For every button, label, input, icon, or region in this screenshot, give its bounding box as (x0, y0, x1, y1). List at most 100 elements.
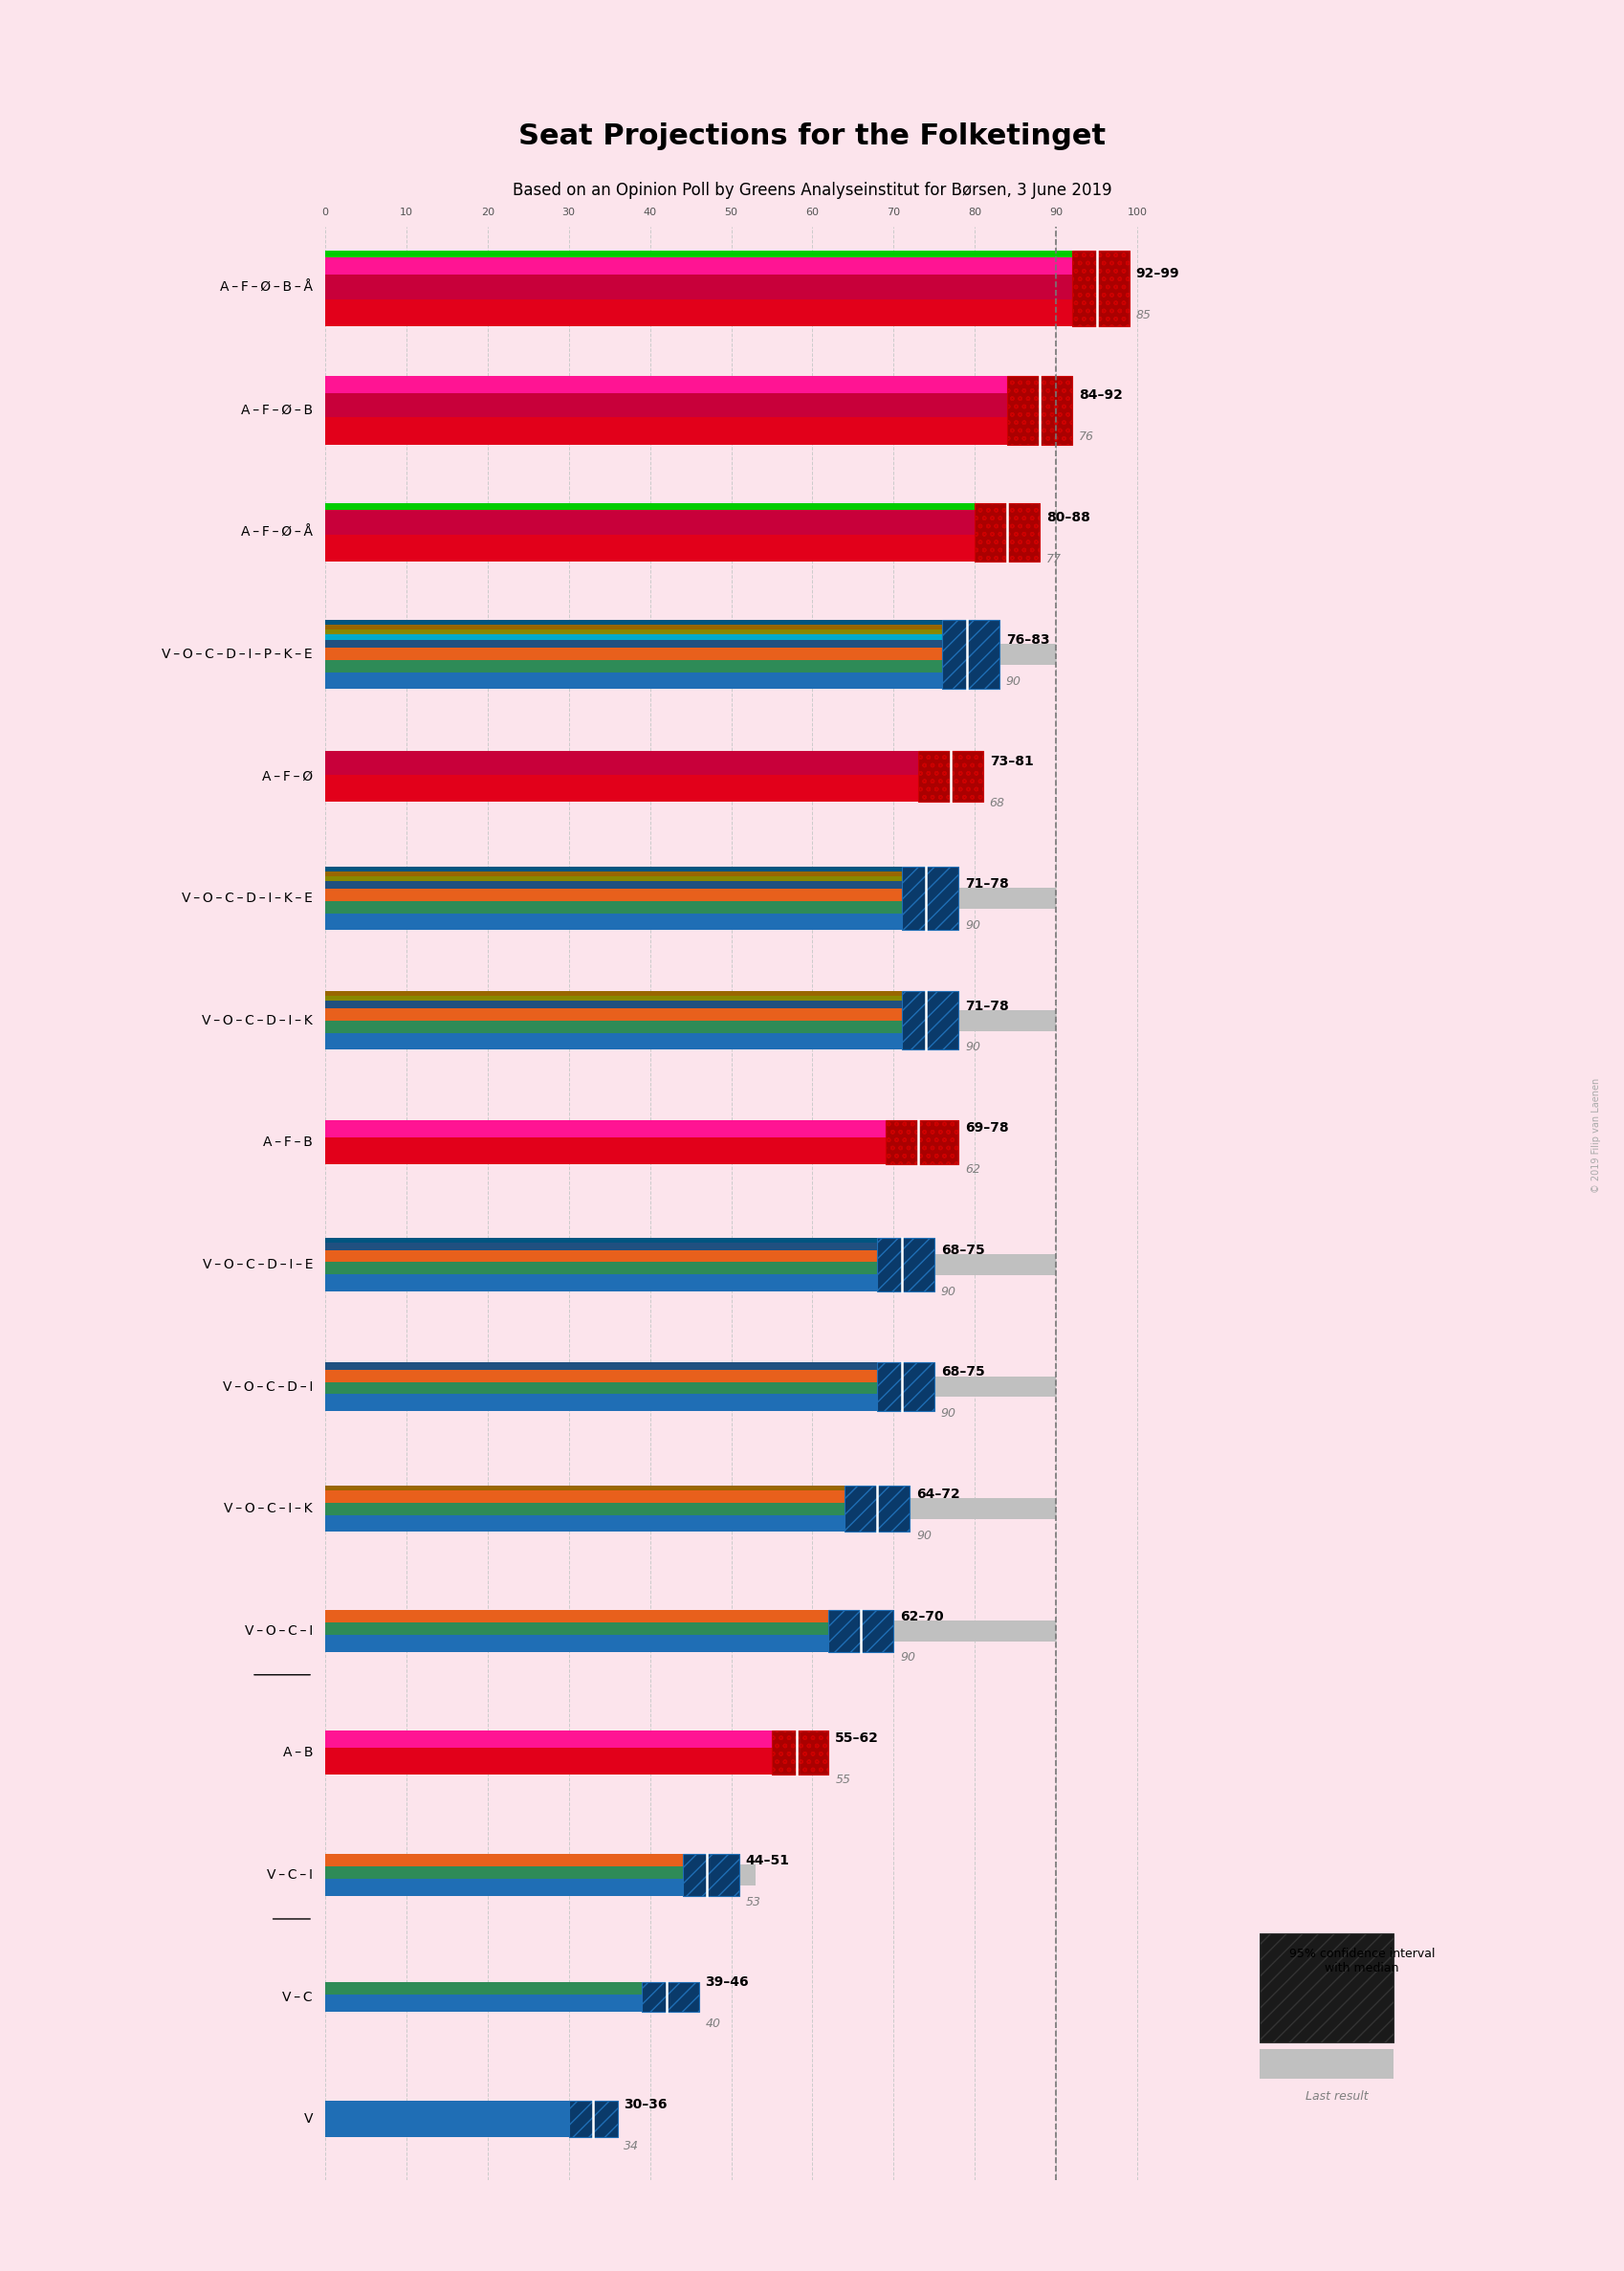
Bar (325, 1621, 828, 1635)
Text: 100: 100 (1127, 207, 1147, 218)
Text: 44–51: 44–51 (745, 1853, 789, 1867)
Bar (325, 1263, 877, 1274)
Text: 68: 68 (989, 797, 1004, 808)
Text: 76–83: 76–83 (1005, 634, 1049, 647)
Text: 76: 76 (1078, 431, 1093, 443)
Bar (325, 1381, 877, 1394)
Bar (325, 1853, 682, 1867)
Bar (325, 774, 918, 802)
Bar (325, 277, 1015, 298)
Bar (325, 634, 942, 640)
Bar (325, 765, 877, 786)
Bar (325, 1011, 1056, 1031)
Text: V – O – C – D – I – K: V – O – C – D – I – K (201, 1013, 312, 1026)
Text: 40: 40 (643, 207, 656, 218)
Text: 62: 62 (965, 1163, 979, 1176)
Text: 92–99: 92–99 (1135, 266, 1179, 279)
Text: Based on an Opinion Poll by Greens Analyseinstitut for Børsen, 3 June 2019: Based on an Opinion Poll by Greens Analy… (513, 182, 1111, 200)
Text: 90: 90 (940, 1285, 955, 1297)
Bar (325, 1635, 828, 1651)
Text: A – F – B: A – F – B (263, 1136, 312, 1149)
Text: 85: 85 (1135, 309, 1150, 320)
Text: V – O – C – D – I – K – E: V – O – C – D – I – K – E (182, 893, 312, 906)
Bar (901, 990, 958, 1049)
Text: 90: 90 (916, 1528, 931, 1542)
Bar (325, 1238, 877, 1242)
Bar (325, 393, 1007, 418)
Bar (325, 640, 942, 647)
Text: 70: 70 (887, 207, 900, 218)
Text: 64–72: 64–72 (916, 1488, 960, 1501)
Text: 34: 34 (624, 2139, 638, 2153)
Bar (325, 502, 974, 511)
Bar (877, 1363, 934, 1410)
Text: 39–46: 39–46 (705, 1976, 749, 1989)
Text: V – O – C – D – I – P – K – E: V – O – C – D – I – P – K – E (162, 647, 312, 661)
Bar (325, 1020, 901, 1033)
Bar (325, 872, 901, 877)
Text: V – C: V – C (283, 1989, 312, 2003)
Bar (918, 752, 983, 802)
Text: 68–75: 68–75 (940, 1242, 984, 1256)
Bar (325, 534, 974, 561)
Bar (325, 522, 950, 543)
Bar (325, 1867, 682, 1878)
Bar (901, 868, 958, 931)
Bar (1072, 250, 1129, 327)
Bar (771, 1731, 828, 1776)
Text: 90: 90 (900, 1651, 914, 1665)
Text: A – F – Ø – B – Å: A – F – Ø – B – Å (219, 282, 312, 295)
Bar (325, 1376, 1056, 1397)
Text: 80: 80 (968, 207, 981, 218)
Text: V – O – C – D – I: V – O – C – D – I (222, 1381, 312, 1394)
Text: 68–75: 68–75 (940, 1365, 984, 1378)
Bar (325, 257, 1072, 275)
Bar (325, 1742, 771, 1762)
Bar (325, 1749, 771, 1776)
Bar (325, 300, 1072, 327)
Bar (325, 1363, 877, 1369)
Text: 90: 90 (1005, 674, 1020, 688)
Bar (325, 990, 901, 997)
Text: 95% confidence interval
with median: 95% confidence interval with median (1288, 1949, 1434, 1973)
Text: 90: 90 (1049, 207, 1062, 218)
Bar (1259, 1933, 1393, 2042)
Bar (325, 418, 1007, 445)
Text: Seat Projections for the Folketinget: Seat Projections for the Folketinget (518, 123, 1106, 150)
Bar (325, 1731, 771, 1749)
Text: 55–62: 55–62 (835, 1731, 879, 1744)
Text: V: V (304, 2112, 312, 2126)
Bar (325, 888, 1056, 908)
Bar (325, 1033, 901, 1049)
Bar (325, 647, 942, 661)
Text: 71–78: 71–78 (965, 877, 1009, 890)
Text: 20: 20 (481, 207, 494, 218)
Bar (325, 661, 942, 672)
Bar (325, 2101, 568, 2137)
Text: 90: 90 (940, 1408, 955, 1419)
Bar (325, 1120, 885, 1138)
Bar (325, 1138, 885, 1165)
Text: V – O – C – I – K: V – O – C – I – K (224, 1501, 312, 1515)
Bar (325, 1394, 877, 1410)
Bar (325, 377, 1007, 393)
Bar (325, 1515, 844, 1533)
Bar (325, 275, 1072, 300)
Text: 60: 60 (806, 207, 818, 218)
Bar (568, 2101, 617, 2137)
Text: © 2019 Filip van Laenen: © 2019 Filip van Laenen (1590, 1079, 1600, 1192)
Text: 62–70: 62–70 (900, 1610, 944, 1624)
Bar (325, 400, 942, 420)
Text: 30–36: 30–36 (624, 2098, 667, 2112)
Bar (325, 1490, 844, 1503)
Bar (325, 1242, 877, 1249)
Bar (325, 1503, 844, 1515)
Bar (325, 2110, 601, 2130)
Bar (325, 997, 901, 1002)
Text: 73–81: 73–81 (989, 754, 1033, 768)
Text: 80–88: 80–88 (1046, 511, 1090, 525)
Text: 71–78: 71–78 (965, 999, 1009, 1013)
Text: 53: 53 (745, 1896, 760, 1908)
Bar (942, 620, 999, 688)
Bar (325, 1987, 650, 2008)
